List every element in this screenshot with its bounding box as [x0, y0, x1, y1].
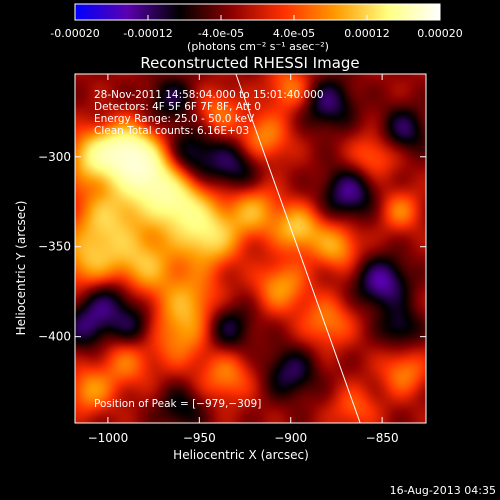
colorbar-tick-label: -0.00012: [123, 27, 172, 40]
colorbar: -0.00020 -0.00012 -4.0e-05 4.0e-05 0.00012 0.…: [50, 3, 463, 53]
energy-range-text: Energy Range: 25.0 - 50.0 keV: [94, 113, 255, 125]
colorbar-tick-label: 0.00012: [344, 27, 390, 40]
y-tick-label: −350: [38, 240, 71, 254]
colorbar-gradient: [74, 3, 441, 21]
colorbar-units: (photons cm⁻² s⁻¹ asec⁻²): [187, 40, 329, 53]
chart-title: Reconstructed RHESSI Image: [140, 54, 359, 72]
colorbar-tick-label: 0.00020: [417, 27, 463, 40]
y-axis-label: Heliocentric Y (arcsec): [14, 201, 28, 336]
x-tick-label: −950: [183, 431, 216, 445]
plot-frame: [74, 73, 427, 424]
clean-counts-text: Clean Total counts: 6.16E+03: [94, 125, 249, 137]
detectors-text: Detectors: 4F 5F 6F 7F 8F, Att 0: [94, 101, 261, 113]
footer-timestamp: 16-Aug-2013 04:35: [390, 484, 496, 497]
x-tick-label: −900: [274, 431, 307, 445]
colorbar-tick-label: 4.0e-05: [273, 27, 315, 40]
y-tick-label: −400: [38, 330, 71, 344]
colorbar-tick-label: -4.0e-05: [198, 27, 244, 40]
peak-position-text: Position of Peak = [−979,−309]: [94, 398, 261, 410]
axis-ticks: −1000 −950 −900 −850 −300 −350 −400: [38, 74, 426, 445]
colorbar-tick-label: -0.00020: [50, 27, 99, 40]
colorbar-ticks: -0.00020 -0.00012 -4.0e-05 4.0e-05 0.00012 0.…: [50, 15, 463, 40]
info-annotations: 28-Nov-2011 14:58:04.000 to 15:01:40.000…: [94, 89, 324, 410]
x-tick-label: −850: [366, 431, 399, 445]
plot-area: −1000 −950 −900 −850 −300 −350 −400: [38, 73, 427, 445]
x-tick-label: −1000: [88, 431, 129, 445]
solar-limb-line: [235, 74, 361, 423]
x-axis-label: Heliocentric X (arcsec): [173, 448, 309, 462]
heatmap-image: [75, 74, 426, 423]
y-tick-label: −300: [38, 150, 71, 164]
time-range-text: 28-Nov-2011 14:58:04.000 to 15:01:40.000: [94, 89, 324, 101]
